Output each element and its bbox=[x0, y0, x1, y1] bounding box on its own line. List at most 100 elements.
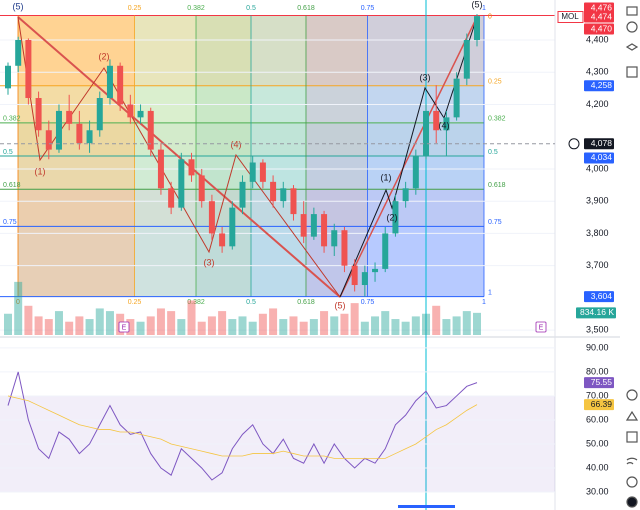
volume-bar bbox=[24, 305, 33, 335]
time-range-highlight bbox=[398, 505, 455, 508]
y-tick-label: 4,000 bbox=[586, 163, 609, 173]
candle-body bbox=[106, 65, 113, 99]
event-marker bbox=[118, 321, 130, 333]
candle-body bbox=[55, 110, 62, 150]
price-badge bbox=[584, 23, 614, 35]
candle-body bbox=[147, 110, 154, 150]
toolbar-icon[interactable] bbox=[626, 496, 638, 508]
fib-level-label: 0.75 bbox=[3, 219, 17, 226]
volume-bar bbox=[75, 316, 84, 335]
volume-bar bbox=[391, 319, 400, 335]
toolbar-icon[interactable] bbox=[626, 6, 638, 16]
volume-bar bbox=[350, 303, 359, 335]
volume-bar bbox=[269, 308, 278, 335]
y-tick-label: 40.00 bbox=[586, 462, 609, 472]
volume-bar bbox=[156, 308, 165, 335]
candle-body bbox=[137, 110, 144, 118]
volume-bar bbox=[401, 321, 410, 335]
volume-bar bbox=[187, 300, 196, 335]
candle-body bbox=[25, 39, 32, 99]
candle-body bbox=[127, 104, 134, 118]
toolbar-icon[interactable] bbox=[626, 457, 638, 465]
wave-label: (5) bbox=[13, 1, 24, 11]
wave-line bbox=[339, 16, 478, 298]
volume-bar bbox=[95, 308, 104, 335]
fib-level-label: 0 bbox=[488, 13, 492, 20]
y-tick-label: 80.00 bbox=[586, 366, 609, 376]
fib-time-label: 0.5 bbox=[246, 299, 256, 306]
volume-bar bbox=[462, 311, 471, 335]
volume-bar bbox=[126, 319, 135, 335]
volume-bar bbox=[452, 316, 461, 335]
candle-body bbox=[96, 98, 103, 131]
candle-body bbox=[15, 39, 22, 66]
toolbar-icon[interactable] bbox=[626, 431, 638, 443]
toolbar-icon[interactable] bbox=[625, 43, 639, 51]
price-badge bbox=[584, 291, 614, 303]
y-tick-label: 50.00 bbox=[586, 438, 609, 448]
wave-label: (4) bbox=[231, 139, 242, 149]
wave-label: (5) bbox=[472, 0, 483, 9]
toolbar[interactable] bbox=[625, 6, 639, 508]
candle-body bbox=[423, 110, 430, 157]
candle-body bbox=[382, 233, 389, 269]
wave-label: (1) bbox=[381, 172, 392, 182]
candle-body bbox=[86, 130, 93, 144]
fib-level-label: 0.618 bbox=[3, 182, 21, 189]
price-badge-label: 4,476 bbox=[591, 2, 613, 12]
toolbar-icon[interactable] bbox=[626, 476, 638, 488]
volume-bar bbox=[279, 319, 288, 335]
volume-bar bbox=[371, 316, 380, 335]
candle-body bbox=[208, 201, 215, 234]
volume-bar bbox=[340, 313, 349, 335]
volume-bar bbox=[34, 316, 43, 335]
volume-bar bbox=[238, 316, 247, 335]
volume-bar bbox=[4, 313, 12, 335]
volume-bar bbox=[228, 319, 237, 335]
y-tick-label: 3,900 bbox=[586, 196, 609, 206]
candle-body bbox=[5, 65, 11, 89]
fib-level-label: 0.75 bbox=[488, 219, 502, 226]
volume-bar bbox=[167, 311, 176, 335]
crosshair-button[interactable] bbox=[568, 138, 580, 150]
fib-time-label: 0.75 bbox=[361, 299, 375, 306]
wave-label: (2) bbox=[387, 212, 398, 222]
volume-bar bbox=[289, 316, 298, 335]
candle-body bbox=[239, 181, 246, 208]
candle-body bbox=[290, 188, 297, 215]
symbol-badge bbox=[557, 11, 584, 23]
fib-level-label: 0.25 bbox=[488, 79, 502, 86]
candle-body bbox=[412, 156, 419, 189]
value-badge-label: 66.39 bbox=[591, 399, 613, 409]
price-badge bbox=[584, 2, 614, 14]
fib-layer bbox=[0, 14, 555, 331]
volume-badge bbox=[576, 307, 616, 319]
candle-body bbox=[372, 268, 379, 273]
toolbar-icon[interactable] bbox=[626, 21, 638, 33]
candle-body bbox=[188, 159, 195, 176]
candle-body bbox=[198, 175, 205, 202]
wave-label: (3) bbox=[420, 72, 431, 82]
candle-body bbox=[66, 110, 73, 124]
volume-bar bbox=[44, 319, 53, 335]
rsi-line bbox=[7, 371, 478, 481]
fib-time-label: 0.25 bbox=[128, 5, 142, 12]
candle-body bbox=[310, 214, 317, 237]
volume-bar bbox=[381, 311, 390, 335]
candle-body bbox=[474, 16, 480, 40]
price-badge-label: 4,258 bbox=[591, 80, 613, 90]
candle-body bbox=[35, 98, 42, 131]
candle-body bbox=[168, 188, 175, 208]
value-badge bbox=[584, 377, 614, 389]
price-badge-label: 4,034 bbox=[591, 152, 613, 162]
toolbar-icon[interactable] bbox=[626, 66, 638, 78]
volume-bar bbox=[218, 311, 227, 335]
toolbar-icon[interactable] bbox=[626, 389, 638, 401]
toolbar-icon[interactable] bbox=[625, 410, 639, 421]
fib-level-label: 0.382 bbox=[488, 116, 506, 123]
volume-bar bbox=[422, 313, 431, 335]
wave-label: (3) bbox=[204, 257, 215, 267]
candle-body bbox=[331, 230, 338, 247]
candle-body bbox=[270, 181, 277, 202]
